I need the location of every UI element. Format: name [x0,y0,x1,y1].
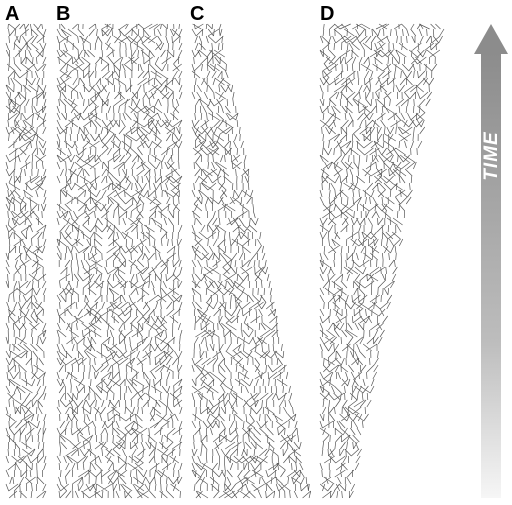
panel-b-lineage-trees [56,23,183,499]
panel-d-label: D [320,3,334,25]
panel-a-label: A [5,3,19,25]
panel-d: D [319,3,445,499]
time-arrow: TIME [474,24,508,498]
panel-b: B [56,3,183,499]
panel-c-lineage-trees [191,23,312,499]
panel-a-branches [5,23,47,499]
time-arrow-label: TIME [481,131,502,181]
panel-b-label: B [56,3,70,25]
time-arrow-shaft [481,52,501,498]
panel-d-branches [319,23,445,499]
panel-c-branches [191,23,312,499]
time-arrow-head [474,24,508,54]
panel-b-branches [56,23,183,499]
panel-c: C [190,3,312,499]
panel-a: A [5,3,47,499]
panel-c-label: C [190,3,204,25]
panel-a-lineage-trees [5,23,47,499]
panel-d-lineage-trees [319,23,445,499]
